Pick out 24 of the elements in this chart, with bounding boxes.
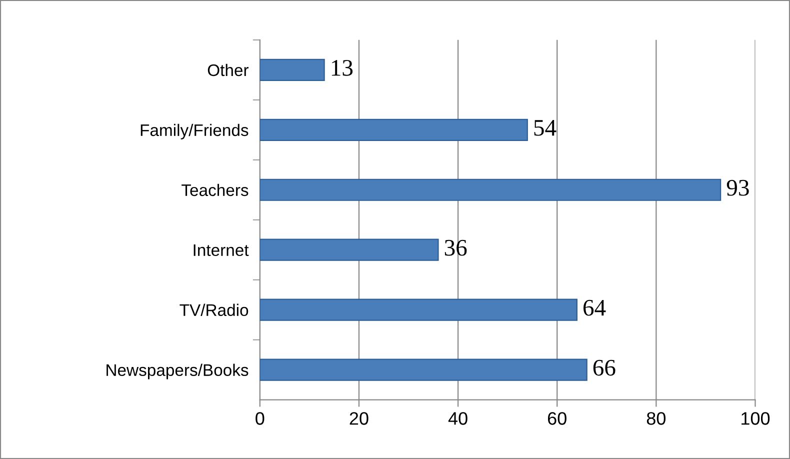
bar xyxy=(260,58,325,81)
bar xyxy=(260,298,578,321)
x-tick-label: 60 xyxy=(548,412,566,425)
y-tick-label: Newspapers/Books xyxy=(106,364,248,380)
data-label: 93 xyxy=(726,180,749,196)
bar xyxy=(260,118,528,141)
data-label: 54 xyxy=(534,120,556,136)
y-tick-label: Teachers xyxy=(182,184,248,196)
y-tick-label: Internet xyxy=(194,244,249,256)
y-tick-label: TV/Radio xyxy=(180,304,248,316)
data-label: 64 xyxy=(583,300,606,316)
y-tick-label: Other xyxy=(208,64,249,76)
bar xyxy=(260,238,439,261)
x-tick-label: 20 xyxy=(350,412,368,425)
x-tick-label: 0 xyxy=(256,412,264,425)
bar xyxy=(260,358,588,381)
x-tick-label: 80 xyxy=(646,412,666,425)
data-label: 36 xyxy=(444,240,467,256)
y-tick-label: Family/Friends xyxy=(140,124,248,140)
x-tick-label: 40 xyxy=(448,412,468,425)
data-label: 66 xyxy=(593,360,616,376)
data-label: 13 xyxy=(332,60,353,76)
bar xyxy=(260,178,722,201)
x-tick-label: 100 xyxy=(742,412,770,425)
